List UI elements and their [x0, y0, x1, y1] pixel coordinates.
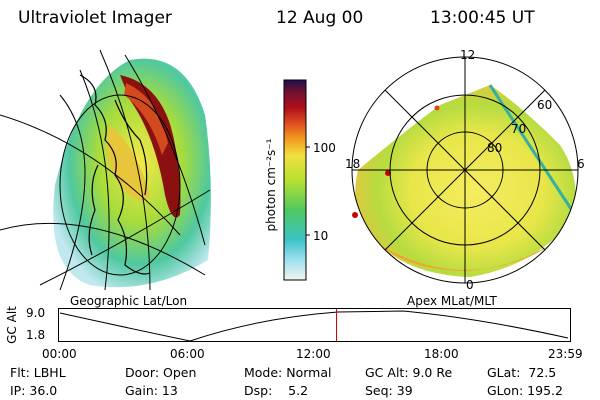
timeline-xtick: 06:00 [170, 347, 205, 361]
mlt-label-6: 6 [577, 157, 585, 171]
timeline-xtick: 23:59 [548, 347, 583, 361]
filter-info: Flt: LBHL [10, 365, 66, 380]
colorbar-unit-label: photon cm⁻²s⁻¹ [264, 138, 278, 232]
ip-info: IP: 36.0 [10, 383, 58, 398]
timeline-xtick: 18:00 [424, 347, 459, 361]
mlt-label-18: 18 [345, 157, 361, 171]
timeline-ytick-bottom: 1.8 [26, 328, 46, 342]
geo-coastlines [79, 74, 151, 275]
geo-auroral-oval-band [120, 75, 181, 218]
glat-info: GLat: 72.5 [487, 365, 557, 380]
mlt-label-0: 0 [466, 278, 474, 292]
colorbar-tick-label-100: 100 [313, 141, 336, 155]
right-panel-label: Apex MLat/MLT [407, 294, 497, 308]
observation-time: 13:00:45 UT [430, 8, 535, 28]
timeline-ytick-top: 9.0 [26, 306, 46, 320]
colorbar [283, 79, 310, 281]
colorbar-tick-label-10: 10 [313, 229, 329, 243]
polar-nightside-band [380, 245, 550, 271]
seq-info: Seq: 39 [365, 383, 413, 398]
gc-altitude-curve [59, 310, 569, 342]
dsp-info: Dsp: 5.2 [244, 383, 309, 398]
polar-mlt-plot[interactable] [340, 45, 590, 295]
mlt-label-12: 12 [460, 48, 476, 62]
mlat-label-60: 60 [537, 98, 553, 112]
mode-info: Mode: Normal [244, 365, 332, 380]
geographic-map[interactable] [0, 45, 215, 290]
colorbar-scale [283, 79, 307, 281]
timeline-frame [58, 308, 571, 342]
glon-info: GLon: 195.2 [487, 383, 563, 398]
geo-auroral-bright-edge [124, 83, 168, 155]
timeline-xtick: 00:00 [42, 347, 77, 361]
gc-alt-info: GC Alt: 9.0 Re [365, 365, 453, 380]
polar-image-edge [488, 84, 577, 216]
geo-emission-patch [106, 125, 150, 201]
timeline-ylabel: GC Alt [4, 306, 19, 344]
left-panel-label: Geographic Lat/Lon [70, 294, 188, 308]
mlat-label-80: 80 [487, 141, 503, 155]
mlat-label-70: 70 [511, 122, 527, 136]
polar-hotspot [434, 105, 440, 111]
geo-latlon-grid [0, 49, 211, 290]
polar-hotspot [385, 170, 391, 176]
observation-date: 12 Aug 00 [276, 8, 364, 28]
polar-grid [351, 56, 579, 284]
door-info: Door: Open [125, 365, 197, 380]
altitude-timeline[interactable] [58, 308, 574, 344]
timeline-xtick: 12:00 [296, 347, 331, 361]
polar-hotspot [352, 212, 358, 218]
gain-info: Gain: 13 [125, 383, 178, 398]
instrument-title: Ultraviolet Imager [18, 8, 172, 28]
